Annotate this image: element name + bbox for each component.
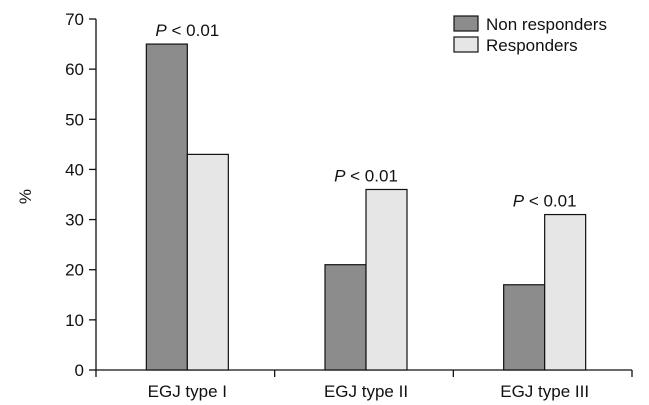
y-tick-label: 50 (65, 110, 84, 129)
y-axis: 0 10 20 30 40 50 60 70 (65, 10, 97, 380)
p-value-annotation: P < 0.01 (513, 192, 577, 211)
legend-label: Responders (486, 36, 578, 55)
annotations: P < 0.01 P < 0.01 P < 0.01 (155, 21, 576, 210)
bar-non-responders (324, 264, 367, 371)
x-axis: EGJ type I EGJ type II EGJ type III (95, 369, 633, 401)
y-tick-label: 30 (65, 211, 84, 230)
p-value-annotation: P < 0.01 (334, 166, 398, 185)
bar-non-responders (145, 43, 188, 371)
bar-non-responders (503, 284, 546, 371)
y-tick-label: 70 (65, 10, 84, 29)
bar-responders (365, 188, 408, 371)
y-tick-label: 60 (65, 60, 84, 79)
legend-swatch (453, 36, 479, 53)
legend-label: Non responders (486, 15, 607, 34)
x-tick-label: EGJ type III (500, 382, 589, 401)
y-tick-label: 0 (75, 361, 84, 380)
y-axis-label: % (16, 189, 35, 204)
x-tick-label: EGJ type I (148, 382, 227, 401)
legend: Non responders Responders (453, 15, 607, 55)
x-tick-label: EGJ type II (324, 382, 408, 401)
bar-responders (186, 153, 229, 371)
y-tick-label: 20 (65, 261, 84, 280)
p-value-annotation: P < 0.01 (155, 21, 219, 40)
y-tick-label: 10 (65, 311, 84, 330)
y-tick-label: 40 (65, 160, 84, 179)
bar-responders (544, 213, 587, 371)
legend-swatch (453, 15, 479, 32)
bars (145, 43, 587, 371)
